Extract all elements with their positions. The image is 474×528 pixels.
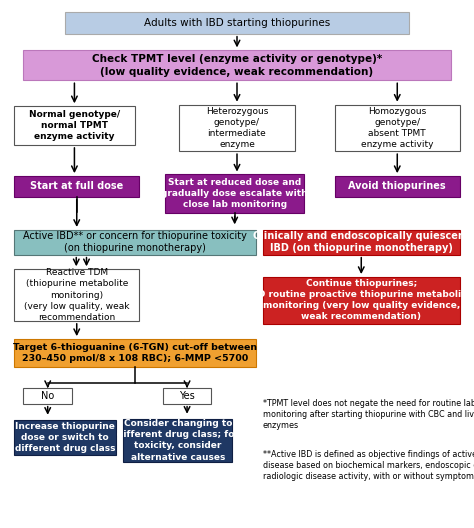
Text: No: No xyxy=(41,391,55,401)
FancyBboxPatch shape xyxy=(335,176,460,197)
FancyBboxPatch shape xyxy=(335,105,460,151)
FancyBboxPatch shape xyxy=(263,230,460,254)
FancyBboxPatch shape xyxy=(165,174,304,213)
Text: **Active IBD is defined as objective findings of active
disease based on biochem: **Active IBD is defined as objective fin… xyxy=(263,450,474,482)
FancyBboxPatch shape xyxy=(14,230,255,254)
Text: *TPMT level does not negate the need for routine lab
monitoring after starting t: *TPMT level does not negate the need for… xyxy=(263,399,474,430)
Text: Homozygous
genotype/
absent TPMT
enzyme activity: Homozygous genotype/ absent TPMT enzyme … xyxy=(361,107,434,149)
FancyBboxPatch shape xyxy=(14,176,139,197)
Text: Clinically and endoscopically quiescent
IBD (on thiopurine monotherapy): Clinically and endoscopically quiescent … xyxy=(253,231,470,253)
Text: Adults with IBD starting thiopurines: Adults with IBD starting thiopurines xyxy=(144,18,330,28)
Text: Heterozygous
genotype/
intermediate
enzyme: Heterozygous genotype/ intermediate enzy… xyxy=(206,107,268,149)
FancyBboxPatch shape xyxy=(163,388,211,404)
FancyBboxPatch shape xyxy=(23,50,451,80)
FancyBboxPatch shape xyxy=(14,420,116,456)
FancyBboxPatch shape xyxy=(14,339,255,367)
FancyBboxPatch shape xyxy=(179,105,295,151)
Text: Normal genotype/
normal TPMT
enzyme activity: Normal genotype/ normal TPMT enzyme acti… xyxy=(29,110,120,141)
Text: Consider changing to
different drug class; for
toxicity, consider
alternative ca: Consider changing to different drug clas… xyxy=(117,419,239,461)
FancyBboxPatch shape xyxy=(123,419,232,461)
FancyBboxPatch shape xyxy=(263,277,460,324)
Text: Start at full dose: Start at full dose xyxy=(30,182,123,191)
Text: Start at reduced dose and
gradually dose escalate with
close lab monitoring: Start at reduced dose and gradually dose… xyxy=(161,178,308,210)
Text: Avoid thiopurines: Avoid thiopurines xyxy=(348,182,446,191)
Text: Active IBD** or concern for thiopurine toxicity
(on thiopurine monotherapy): Active IBD** or concern for thiopurine t… xyxy=(23,231,247,253)
Text: Yes: Yes xyxy=(179,391,195,401)
Text: Continue thiopurines;
NO routine proactive thiopurine metabolite
monitoring (ver: Continue thiopurines; NO routine proacti… xyxy=(250,279,472,322)
Text: Increase thiopurine
dose or switch to
different drug class: Increase thiopurine dose or switch to di… xyxy=(15,422,115,454)
Text: Reactive TDM
(thiopurine metabolite
monitoring)
(very low quality, weak
recommen: Reactive TDM (thiopurine metabolite moni… xyxy=(24,268,129,322)
FancyBboxPatch shape xyxy=(14,269,139,321)
Text: Check TPMT level (enzyme activity or genotype)*
(low quality evidence, weak reco: Check TPMT level (enzyme activity or gen… xyxy=(92,54,382,77)
FancyBboxPatch shape xyxy=(65,12,409,34)
FancyBboxPatch shape xyxy=(23,388,72,404)
FancyBboxPatch shape xyxy=(14,106,135,145)
Text: Target 6-thioguanine (6-TGN) cut-off between
230–450 pmol/8 x 108 RBC); 6-MMP <5: Target 6-thioguanine (6-TGN) cut-off bet… xyxy=(13,343,257,363)
